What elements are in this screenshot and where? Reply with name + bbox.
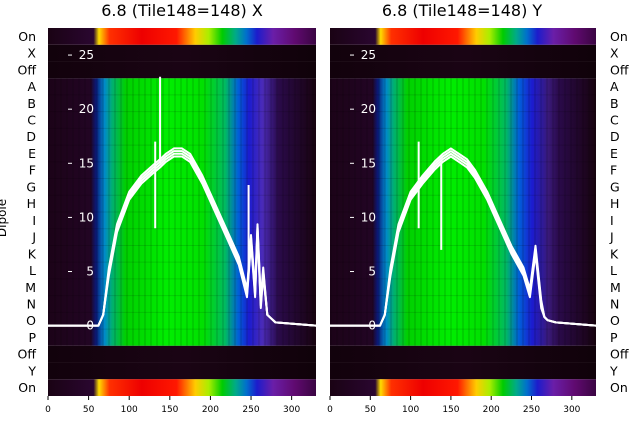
row-label: A	[27, 79, 36, 94]
row-label: C	[27, 113, 36, 128]
heatmap-hot-band-bottom	[48, 379, 316, 396]
heatmap-texture	[330, 78, 596, 346]
row-label: On	[18, 380, 36, 395]
row-label: D	[610, 129, 620, 144]
overlay-trace	[330, 147, 597, 327]
heatmap-dark-band	[48, 362, 316, 380]
row-label: H	[27, 196, 36, 211]
row-label: C	[610, 113, 619, 128]
row-label: Y	[27, 363, 36, 378]
row-label: A	[610, 79, 619, 94]
heatmap-dark-band	[330, 44, 596, 62]
x-tick-label: 300	[563, 405, 580, 415]
row-label: N	[610, 297, 619, 312]
row-label: M	[25, 280, 36, 295]
row-label: M	[610, 280, 621, 295]
row-label: I	[32, 213, 36, 228]
overlay-y-tick-label: 15	[79, 156, 94, 170]
heatmap-hot-band-top	[330, 28, 596, 45]
row-label: X	[27, 46, 36, 61]
x-tick-label: 0	[327, 405, 333, 415]
row-label: D	[26, 129, 36, 144]
x-tick-label: 100	[121, 405, 138, 415]
row-label: K	[610, 246, 619, 261]
row-label: I	[610, 213, 614, 228]
left-panel-title: 6.8 (Tile148=148) X	[101, 1, 263, 20]
heatmap-hot-band-bottom	[330, 379, 596, 396]
row-label: B	[610, 96, 619, 111]
heatmap-dark-band	[330, 61, 596, 79]
overlay-y-tick-label: 25	[361, 48, 376, 62]
x-tick-label: 250	[523, 405, 540, 415]
x-tick-label: 200	[483, 405, 500, 415]
row-label: Y	[609, 363, 618, 378]
row-label: E	[28, 146, 36, 161]
heatmap-texture	[48, 78, 316, 346]
x-tick-label: 200	[202, 405, 219, 415]
row-label: E	[610, 146, 618, 161]
x-tick-label: 0	[45, 405, 51, 415]
row-label: On	[18, 29, 36, 44]
heatmap-dark-band	[48, 44, 316, 62]
heatmap-dark-band	[330, 362, 596, 380]
row-label: G	[26, 179, 36, 194]
overlay-y-tick-label: 10	[79, 210, 94, 224]
overlay-y-tick-label: 10	[361, 210, 376, 224]
overlay-y-tick-label: 5	[86, 265, 94, 279]
x-tick-label: 100	[402, 405, 419, 415]
row-label: Off	[610, 62, 629, 77]
overlay-y-tick-label: 5	[368, 265, 376, 279]
row-label: L	[29, 263, 36, 278]
x-tick-label: 50	[83, 405, 95, 415]
x-tick-label: 50	[365, 405, 377, 415]
x-tick-label: 150	[442, 405, 459, 415]
overlay-y-tick-label: 25	[79, 48, 94, 62]
row-label: H	[610, 196, 619, 211]
row-label: G	[610, 179, 620, 194]
heatmap-dark-band	[48, 61, 316, 79]
row-label: L	[610, 263, 617, 278]
row-label: Off	[610, 347, 629, 362]
row-label: O	[610, 313, 620, 328]
heatmap-dark-band	[330, 345, 596, 363]
x-tick-label: 250	[242, 405, 259, 415]
overlay-y-tick-label: 20	[79, 102, 94, 116]
x-tick-label: 300	[283, 405, 300, 415]
right-panel-title: 6.8 (Tile148=148) Y	[382, 1, 543, 20]
heatmap-dark-band	[48, 345, 316, 363]
overlay-y-tick-label: 15	[361, 156, 376, 170]
overlay-trace	[48, 147, 317, 327]
heatmap-hot-band-top	[48, 28, 316, 45]
row-label: On	[610, 380, 628, 395]
row-label: N	[27, 297, 36, 312]
row-label: On	[610, 29, 628, 44]
x-tick-label: 150	[161, 405, 178, 415]
row-label: F	[610, 163, 617, 178]
row-label: O	[26, 313, 36, 328]
row-label: P	[28, 330, 36, 345]
row-label: K	[28, 246, 37, 261]
row-label: B	[27, 96, 36, 111]
row-label: Off	[18, 347, 37, 362]
row-label: J	[31, 230, 36, 245]
row-label: X	[610, 46, 619, 61]
row-label: P	[610, 330, 618, 345]
row-label: J	[609, 230, 614, 245]
row-label: Off	[18, 62, 37, 77]
left-y-axis-label: Dipole	[0, 199, 9, 237]
row-label: F	[29, 163, 36, 178]
overlay-y-tick-label: 20	[361, 102, 376, 116]
